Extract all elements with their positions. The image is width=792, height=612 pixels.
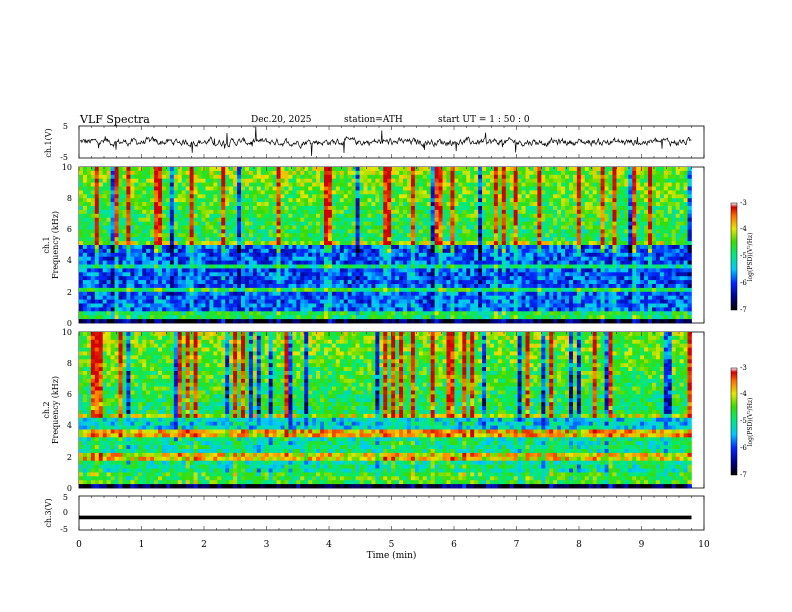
x-axis-label: Time (min)	[367, 550, 417, 561]
ch2-spec-ylabel-channel: ch.2	[42, 401, 51, 418]
xtick-9: 9	[639, 540, 645, 550]
xtick-7: 7	[514, 540, 520, 550]
ch1-ytick-5: 5	[63, 122, 68, 131]
ch1-colorbar-label: log(PSD)(V²/Hz)	[747, 233, 754, 282]
ch2-ytick-0: 0	[67, 484, 72, 493]
ch1-ytick-6: 6	[67, 225, 72, 234]
xtick-1: 1	[139, 540, 145, 550]
ch1-waveform-trace	[79, 126, 692, 156]
ch2-cb-tick-neg4: -4	[740, 390, 747, 398]
ch1-panel: 5 -5 ch.1(V)	[44, 122, 705, 162]
ch3-ytick-neg5: -5	[60, 525, 68, 534]
ch1-ytick-4: 4	[67, 256, 72, 265]
xtick-5: 5	[389, 540, 395, 550]
ch1-spec-ylabel-channel: ch.1	[42, 236, 51, 253]
ch1-ytick-neg5: -5	[60, 153, 68, 162]
station-label: station=ATH	[344, 115, 403, 125]
ch2-spec-ylabel-frequency: Frequency (kHz)	[51, 376, 60, 444]
ch1-spec-ylabel-frequency: Frequency (kHz)	[51, 211, 60, 279]
ch1-ytick-10: 10	[62, 163, 72, 172]
ch1-spectrogram-image	[79, 167, 692, 324]
ch2-cb-tick-neg3: -3	[740, 364, 747, 372]
date-label: Dec.20, 2025	[251, 115, 312, 125]
ch3-ylabel: ch.3(V)	[44, 498, 53, 527]
x-axis-tick-marks	[78, 126, 705, 530]
ch1-ylabel: ch.1(V)	[44, 128, 53, 157]
ch1-colorbar-frame	[730, 202, 738, 311]
ch2-spectrogram-image	[79, 332, 692, 489]
xtick-0: 0	[76, 540, 82, 550]
ch2-colorbar-frame	[730, 367, 738, 476]
ch2-ytick-2: 2	[67, 453, 72, 462]
ch2-cb-tick-neg7: -7	[740, 471, 747, 479]
ch2-ytick-8: 8	[67, 359, 72, 368]
ch1-ytick-2: 2	[67, 288, 72, 297]
ch2-colorbar: -3 -4 -5 -6 -7 log(PSD)(V²/Hz)	[730, 364, 754, 479]
ch3-panel: 5 0 -5 ch.3(V)	[44, 493, 705, 534]
xtick-2: 2	[201, 540, 207, 550]
ch2-ytick-6: 6	[67, 390, 72, 399]
ch1-ytick-0: 0	[67, 319, 72, 328]
start-time-label: start UT = 1 : 50 : 0	[438, 115, 530, 125]
ch2-cb-tick-neg5: -5	[740, 417, 747, 425]
ch1-colorbar-gradient	[731, 203, 737, 310]
ch3-ytick-5: 5	[63, 493, 68, 502]
xtick-3: 3	[264, 540, 270, 550]
ch2-ytick-4: 4	[67, 421, 72, 430]
ch1-ytick-8: 8	[67, 194, 72, 203]
xtick-10: 10	[698, 540, 710, 550]
ch2-ytick-10: 10	[62, 328, 72, 337]
chart-title: VLF Spectra	[80, 113, 150, 126]
ch2-spectrogram-panel: 0 2 4 6 8 10 ch.2 Frequency (kHz) -3 -4 …	[42, 328, 754, 493]
ch1-cb-tick-neg3: -3	[740, 199, 747, 207]
ch2-yticks: 0 2 4 6 8 10	[62, 328, 72, 493]
xtick-8: 8	[576, 540, 582, 550]
xtick-4: 4	[326, 540, 332, 550]
ch1-cb-tick-neg5: -5	[740, 252, 747, 260]
ch3-ytick-0: 0	[63, 508, 68, 517]
xtick-6: 6	[451, 540, 457, 550]
ch2-colorbar-label: log(PSD)(V²/Hz)	[747, 398, 754, 447]
ch2-colorbar-gradient	[731, 368, 737, 475]
ch1-yticks: 0 2 4 6 8 10	[62, 163, 72, 328]
ch1-cb-tick-neg4: -4	[740, 225, 747, 233]
ch1-colorbar: -3 -4 -5 -6 -7 log(PSD)(V²/Hz)	[730, 199, 754, 314]
ch1-spectrogram-panel: 0 2 4 6 8 10 ch.1 Frequency (kHz) -3 -4 …	[42, 163, 754, 328]
ch3-frame	[78, 495, 705, 531]
x-axis: 0 1 2 3 4 5 6 7 8 9 10 Time (min)	[76, 126, 710, 561]
ch2-cb-tick-neg6: -6	[740, 444, 747, 452]
ch1-cb-tick-neg6: -6	[740, 279, 747, 287]
ch1-cb-tick-neg7: -7	[740, 306, 747, 314]
